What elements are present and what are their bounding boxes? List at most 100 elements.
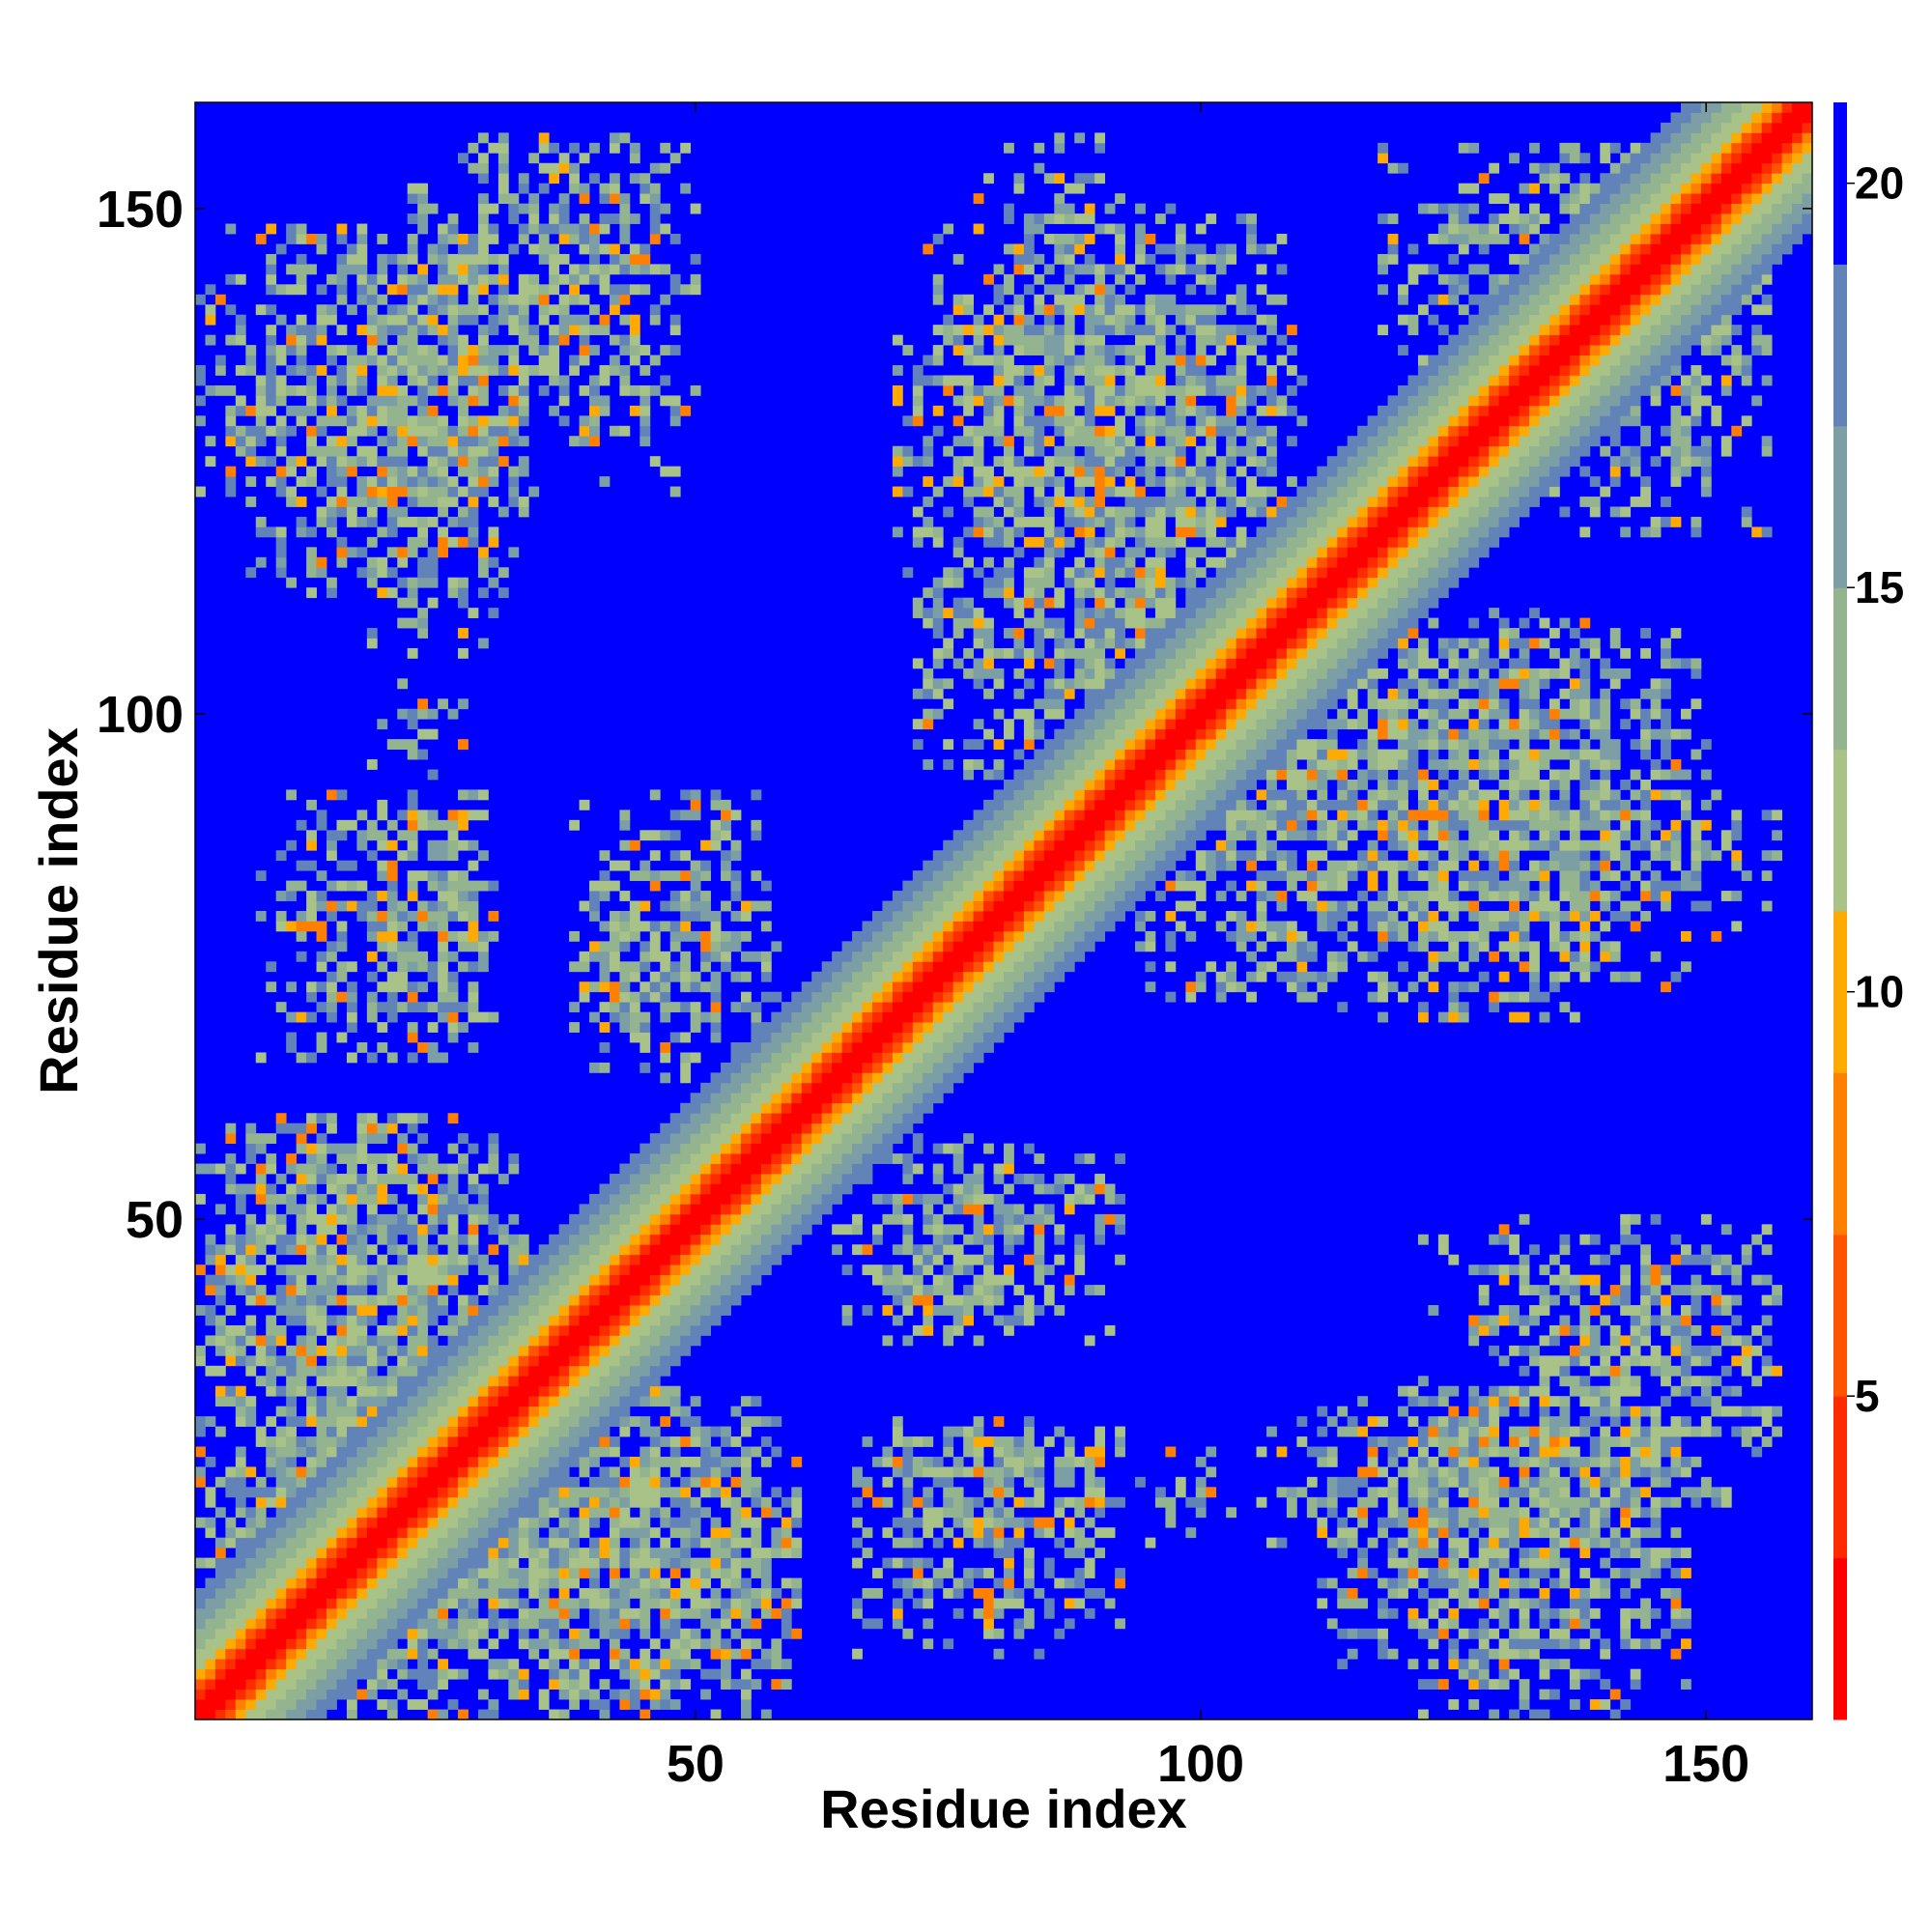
- heatmap-cell: [801, 1052, 812, 1064]
- heatmap-cell: [549, 1659, 560, 1670]
- heatmap-cell: [286, 1598, 298, 1609]
- heatmap-cell: [781, 1163, 792, 1175]
- heatmap-cell: [417, 1496, 429, 1508]
- heatmap-cell: [811, 1163, 823, 1175]
- heatmap-cell: [639, 284, 651, 296]
- heatmap-cell: [477, 1416, 489, 1427]
- heatmap-cell: [356, 1305, 368, 1316]
- heatmap-cell: [569, 1548, 580, 1558]
- heatmap-cell: [327, 971, 337, 982]
- heatmap-cell: [286, 1659, 298, 1670]
- heatmap-cell: [438, 971, 448, 982]
- heatmap-cell: [407, 365, 418, 376]
- heatmap-cell: [214, 1689, 226, 1700]
- heatmap-cell: [932, 405, 944, 416]
- heatmap-cell: [266, 476, 277, 487]
- heatmap-cell: [871, 1456, 883, 1467]
- heatmap-cell: [538, 1607, 550, 1619]
- heatmap-cell: [932, 658, 944, 669]
- heatmap-cell: [649, 1557, 661, 1569]
- heatmap-cell: [629, 1254, 640, 1265]
- heatmap-cell: [336, 1213, 348, 1225]
- heatmap-cell: [336, 1174, 348, 1184]
- heatmap-cell: [417, 900, 429, 912]
- heatmap-cell: [346, 1598, 357, 1609]
- heatmap-cell: [255, 1294, 267, 1306]
- heatmap-cell: [821, 1183, 833, 1195]
- heatmap-cell: [639, 264, 651, 275]
- heatmap-cell: [700, 1294, 711, 1306]
- heatmap-cell: [477, 547, 489, 558]
- heatmap-cell: [619, 1305, 631, 1316]
- heatmap-cell: [923, 1011, 934, 1023]
- heatmap-cell: [477, 325, 489, 336]
- heatmap-cell: [468, 1174, 479, 1184]
- heatmap-cell: [447, 345, 459, 355]
- heatmap-cell: [538, 1264, 550, 1276]
- heatmap-cell: [286, 1587, 298, 1599]
- heatmap-cell: [397, 1456, 409, 1467]
- heatmap-cell: [771, 1537, 782, 1548]
- heatmap-cell: [497, 1557, 509, 1569]
- heatmap-cell: [882, 1122, 894, 1134]
- heatmap-cell: [902, 1537, 914, 1548]
- heatmap-cell: [356, 1264, 368, 1276]
- heatmap-cell: [862, 1082, 873, 1094]
- heatmap-cell: [669, 1487, 681, 1498]
- heatmap-cell: [477, 415, 489, 427]
- heatmap-cell: [417, 708, 429, 720]
- heatmap-cell: [468, 1324, 479, 1336]
- heatmap-cell: [680, 1456, 692, 1467]
- heatmap-cell: [407, 870, 418, 882]
- heatmap-cell: [609, 1466, 620, 1478]
- heatmap-cell: [558, 304, 570, 316]
- heatmap-cell: [589, 425, 600, 437]
- heatmap-cell: [639, 1689, 651, 1700]
- heatmap-cell: [932, 486, 944, 497]
- heatmap-cell: [366, 1204, 378, 1215]
- heatmap-cell: [609, 1335, 620, 1347]
- heatmap-cell: [427, 436, 439, 447]
- heatmap-cell: [245, 405, 257, 416]
- heatmap-cell: [599, 405, 611, 416]
- heatmap-cell: [639, 860, 651, 871]
- heatmap-cell: [912, 1163, 923, 1175]
- heatmap-cell: [488, 456, 499, 468]
- heatmap-cell: [346, 1355, 357, 1367]
- heatmap-cell: [508, 1264, 520, 1276]
- heatmap-cell: [902, 1436, 914, 1447]
- heatmap-cell: [417, 203, 429, 214]
- heatmap-cell: [952, 1496, 964, 1508]
- heatmap-cell: [963, 1507, 975, 1519]
- heatmap-cell: [649, 355, 661, 366]
- heatmap-cell: [619, 991, 631, 1003]
- heatmap-cell: [346, 1446, 357, 1458]
- heatmap-cell: [871, 911, 883, 922]
- heatmap-cell: [680, 405, 692, 416]
- heatmap-cell: [255, 1709, 267, 1720]
- heatmap-cell: [841, 1183, 853, 1195]
- heatmap-cell: [740, 1648, 752, 1660]
- heatmap-cell: [558, 1274, 570, 1286]
- heatmap-cell: [771, 1244, 782, 1256]
- heatmap-cell: [377, 911, 388, 922]
- heatmap-cell: [458, 739, 469, 750]
- heatmap-cell: [569, 1487, 580, 1498]
- heatmap-cell: [892, 891, 903, 901]
- heatmap-cell: [266, 1335, 277, 1347]
- heatmap-cell: [629, 1153, 640, 1164]
- heatmap-cell: [902, 1305, 914, 1316]
- heatmap-cell: [225, 273, 237, 285]
- heatmap-cell: [346, 506, 357, 518]
- heatmap-cell: [639, 1305, 651, 1316]
- heatmap-cell: [356, 415, 368, 427]
- heatmap-cell: [366, 1416, 378, 1427]
- heatmap-cell: [912, 991, 923, 1003]
- heatmap-cell: [356, 405, 368, 416]
- heatmap-cell: [477, 1163, 489, 1175]
- heatmap-cell: [690, 284, 701, 296]
- heatmap-cell: [366, 506, 378, 518]
- heatmap-cell: [438, 870, 448, 882]
- heatmap-cell: [336, 1376, 348, 1387]
- heatmap-cell: [619, 1264, 631, 1276]
